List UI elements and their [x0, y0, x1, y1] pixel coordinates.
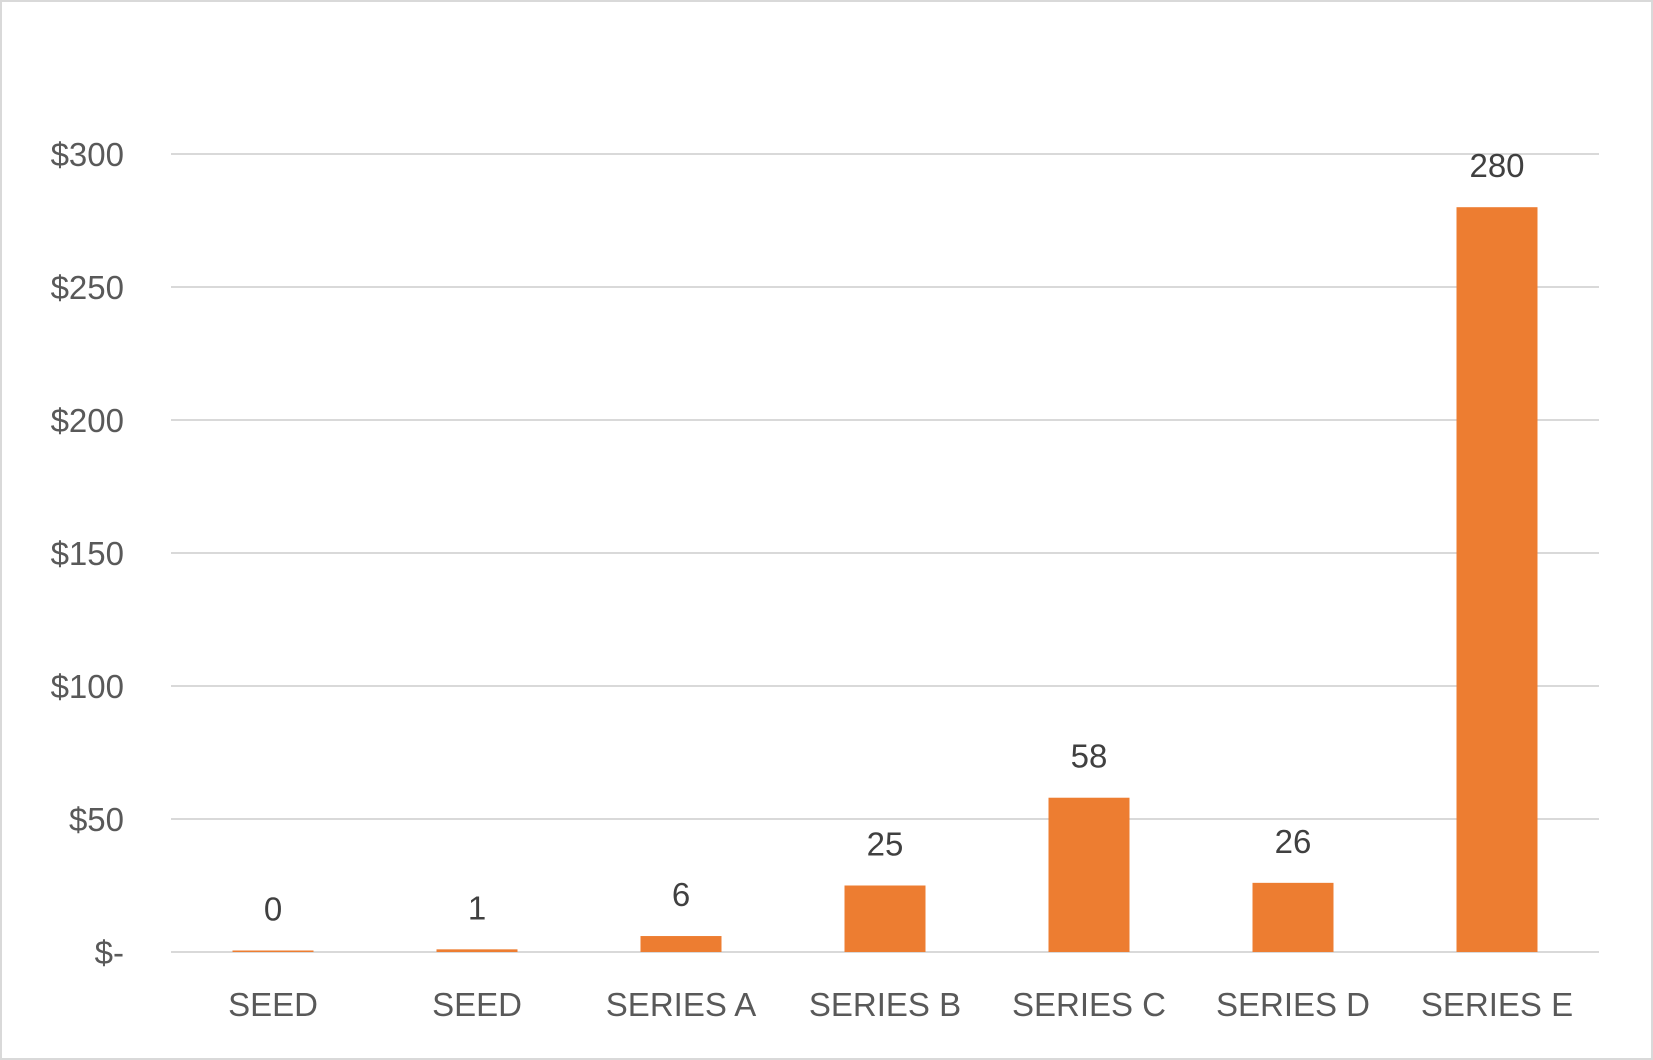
- x-tick-label: SERIES B: [809, 986, 961, 1023]
- bar: [232, 950, 314, 952]
- x-tick-label: SERIES A: [606, 986, 756, 1023]
- y-tick-label: $100: [51, 668, 124, 705]
- y-tick-label: $-: [95, 934, 124, 971]
- data-label: 58: [1071, 738, 1108, 775]
- x-tick-label: SERIES E: [1421, 986, 1573, 1023]
- x-tick-label: SEED: [432, 986, 522, 1023]
- y-tick-label: $250: [51, 269, 124, 306]
- data-label: 1: [468, 889, 486, 926]
- data-label: 280: [1469, 147, 1524, 184]
- data-label: 26: [1275, 823, 1312, 860]
- y-tick-label: $300: [51, 136, 124, 173]
- data-label: 6: [672, 876, 690, 913]
- bar: [640, 936, 722, 952]
- bar: [436, 949, 518, 952]
- x-tick-label: SEED: [228, 986, 318, 1023]
- data-labels: 0 1 6 25 58 26 280: [264, 147, 1525, 927]
- y-tick-label: $200: [51, 402, 124, 439]
- bar: [1048, 797, 1130, 952]
- bars: [232, 207, 1538, 952]
- y-tick-label: $50: [69, 801, 124, 838]
- y-tick-label: $150: [51, 535, 124, 572]
- x-tick-label: SERIES D: [1216, 986, 1370, 1023]
- data-label: 0: [264, 891, 282, 928]
- data-label: 25: [867, 826, 904, 863]
- y-axis-tick-labels: $- $50 $100 $150 $200 $250 $300: [51, 136, 124, 971]
- bar: [1456, 207, 1538, 952]
- x-axis-tick-labels: SEED SEED SERIES A SERIES B SERIES C SERIES D…: [228, 986, 1573, 1023]
- gridlines: [171, 153, 1599, 953]
- bar: [844, 885, 926, 952]
- x-tick-label: SERIES C: [1012, 986, 1166, 1023]
- bar: [1252, 882, 1334, 952]
